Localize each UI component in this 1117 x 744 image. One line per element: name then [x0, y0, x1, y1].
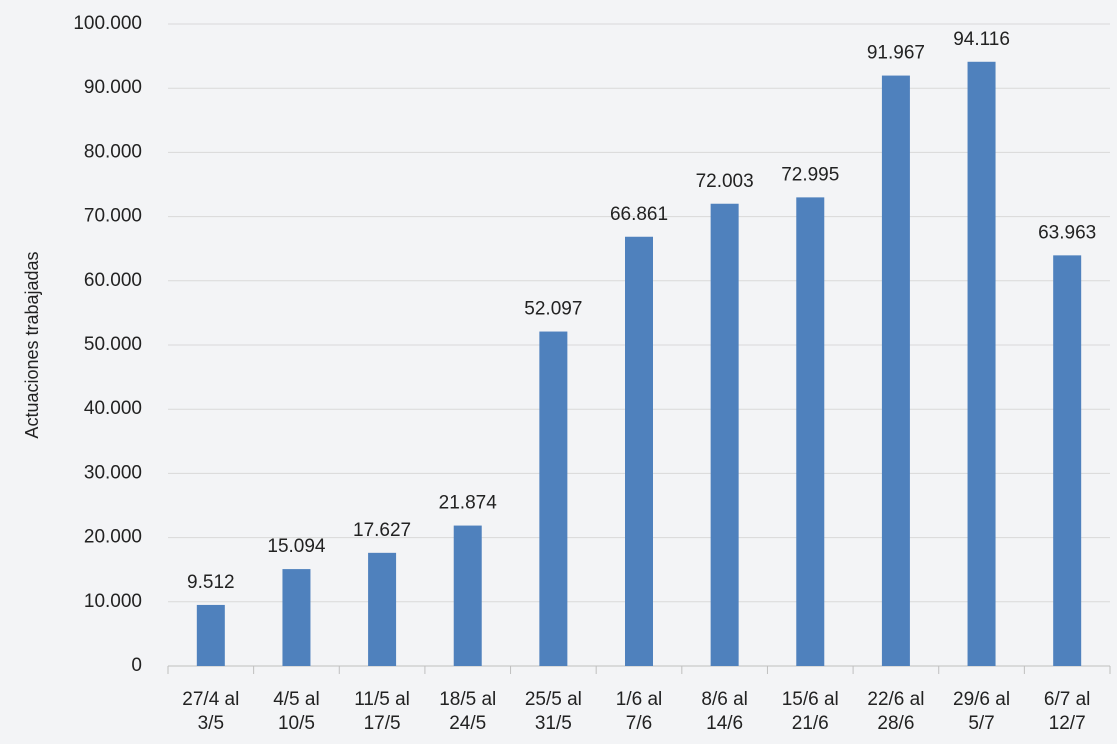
- data-label: 52.097: [524, 299, 582, 320]
- bar: [881, 75, 910, 667]
- data-label: 94.116: [953, 29, 1010, 50]
- y-tick-label: 100.000: [73, 13, 142, 34]
- data-label: 66.861: [610, 204, 668, 225]
- bar: [282, 569, 311, 666]
- y-tick-label: 80.000: [84, 141, 142, 162]
- x-tick-label: 27/4 al 3/5: [182, 689, 240, 734]
- bar: [196, 604, 225, 666]
- bar: [368, 552, 397, 666]
- y-tick-label: 20.000: [84, 527, 142, 548]
- x-tick-label: 18/5 al 24/5: [439, 689, 497, 734]
- y-axis-label: Actuaciones trabajadas: [22, 251, 42, 438]
- data-label: 63.963: [1038, 222, 1096, 243]
- y-tick-label: 30.000: [84, 462, 142, 483]
- bar: [1053, 255, 1082, 666]
- y-tick-label: 0: [131, 655, 142, 676]
- bar: [710, 203, 739, 667]
- x-tick-label: 4/5 al 10/5: [273, 689, 320, 734]
- y-tick-label: 50.000: [84, 334, 142, 355]
- data-label: 15.094: [267, 536, 326, 557]
- bar: [796, 197, 825, 666]
- bar: [453, 525, 482, 666]
- y-tick-label: 90.000: [84, 77, 142, 98]
- bar: [625, 236, 653, 666]
- data-label: 21.874: [439, 493, 498, 514]
- bar: [967, 61, 996, 667]
- x-tick-label: 29/6 al 5/7: [953, 689, 1011, 734]
- y-tick-label: 60.000: [84, 270, 142, 291]
- x-tick-label: 22/6 al 28/6: [867, 689, 925, 734]
- x-tick-label: 6/7 al 12/7: [1043, 689, 1091, 734]
- x-tick-label: 1/6 al 7/6: [615, 689, 663, 734]
- y-tick-label: 70.000: [84, 206, 142, 227]
- data-label: 91.967: [867, 43, 925, 64]
- x-tick-label: 8/6 al 14/6: [701, 689, 748, 734]
- data-label: 72.003: [696, 171, 754, 192]
- y-tick-label: 40.000: [84, 398, 142, 419]
- x-tick-label: 15/6 al 21/6: [781, 689, 839, 734]
- bar: [539, 331, 568, 666]
- y-tick-label: 10.000: [84, 591, 142, 612]
- data-label: 17.627: [353, 520, 411, 541]
- x-tick-label: 25/5 al 31/5: [524, 689, 582, 734]
- x-tick-label: 11/5 al 17/5: [354, 689, 410, 734]
- data-label: 72.995: [781, 164, 839, 185]
- data-label: 9.512: [187, 572, 235, 593]
